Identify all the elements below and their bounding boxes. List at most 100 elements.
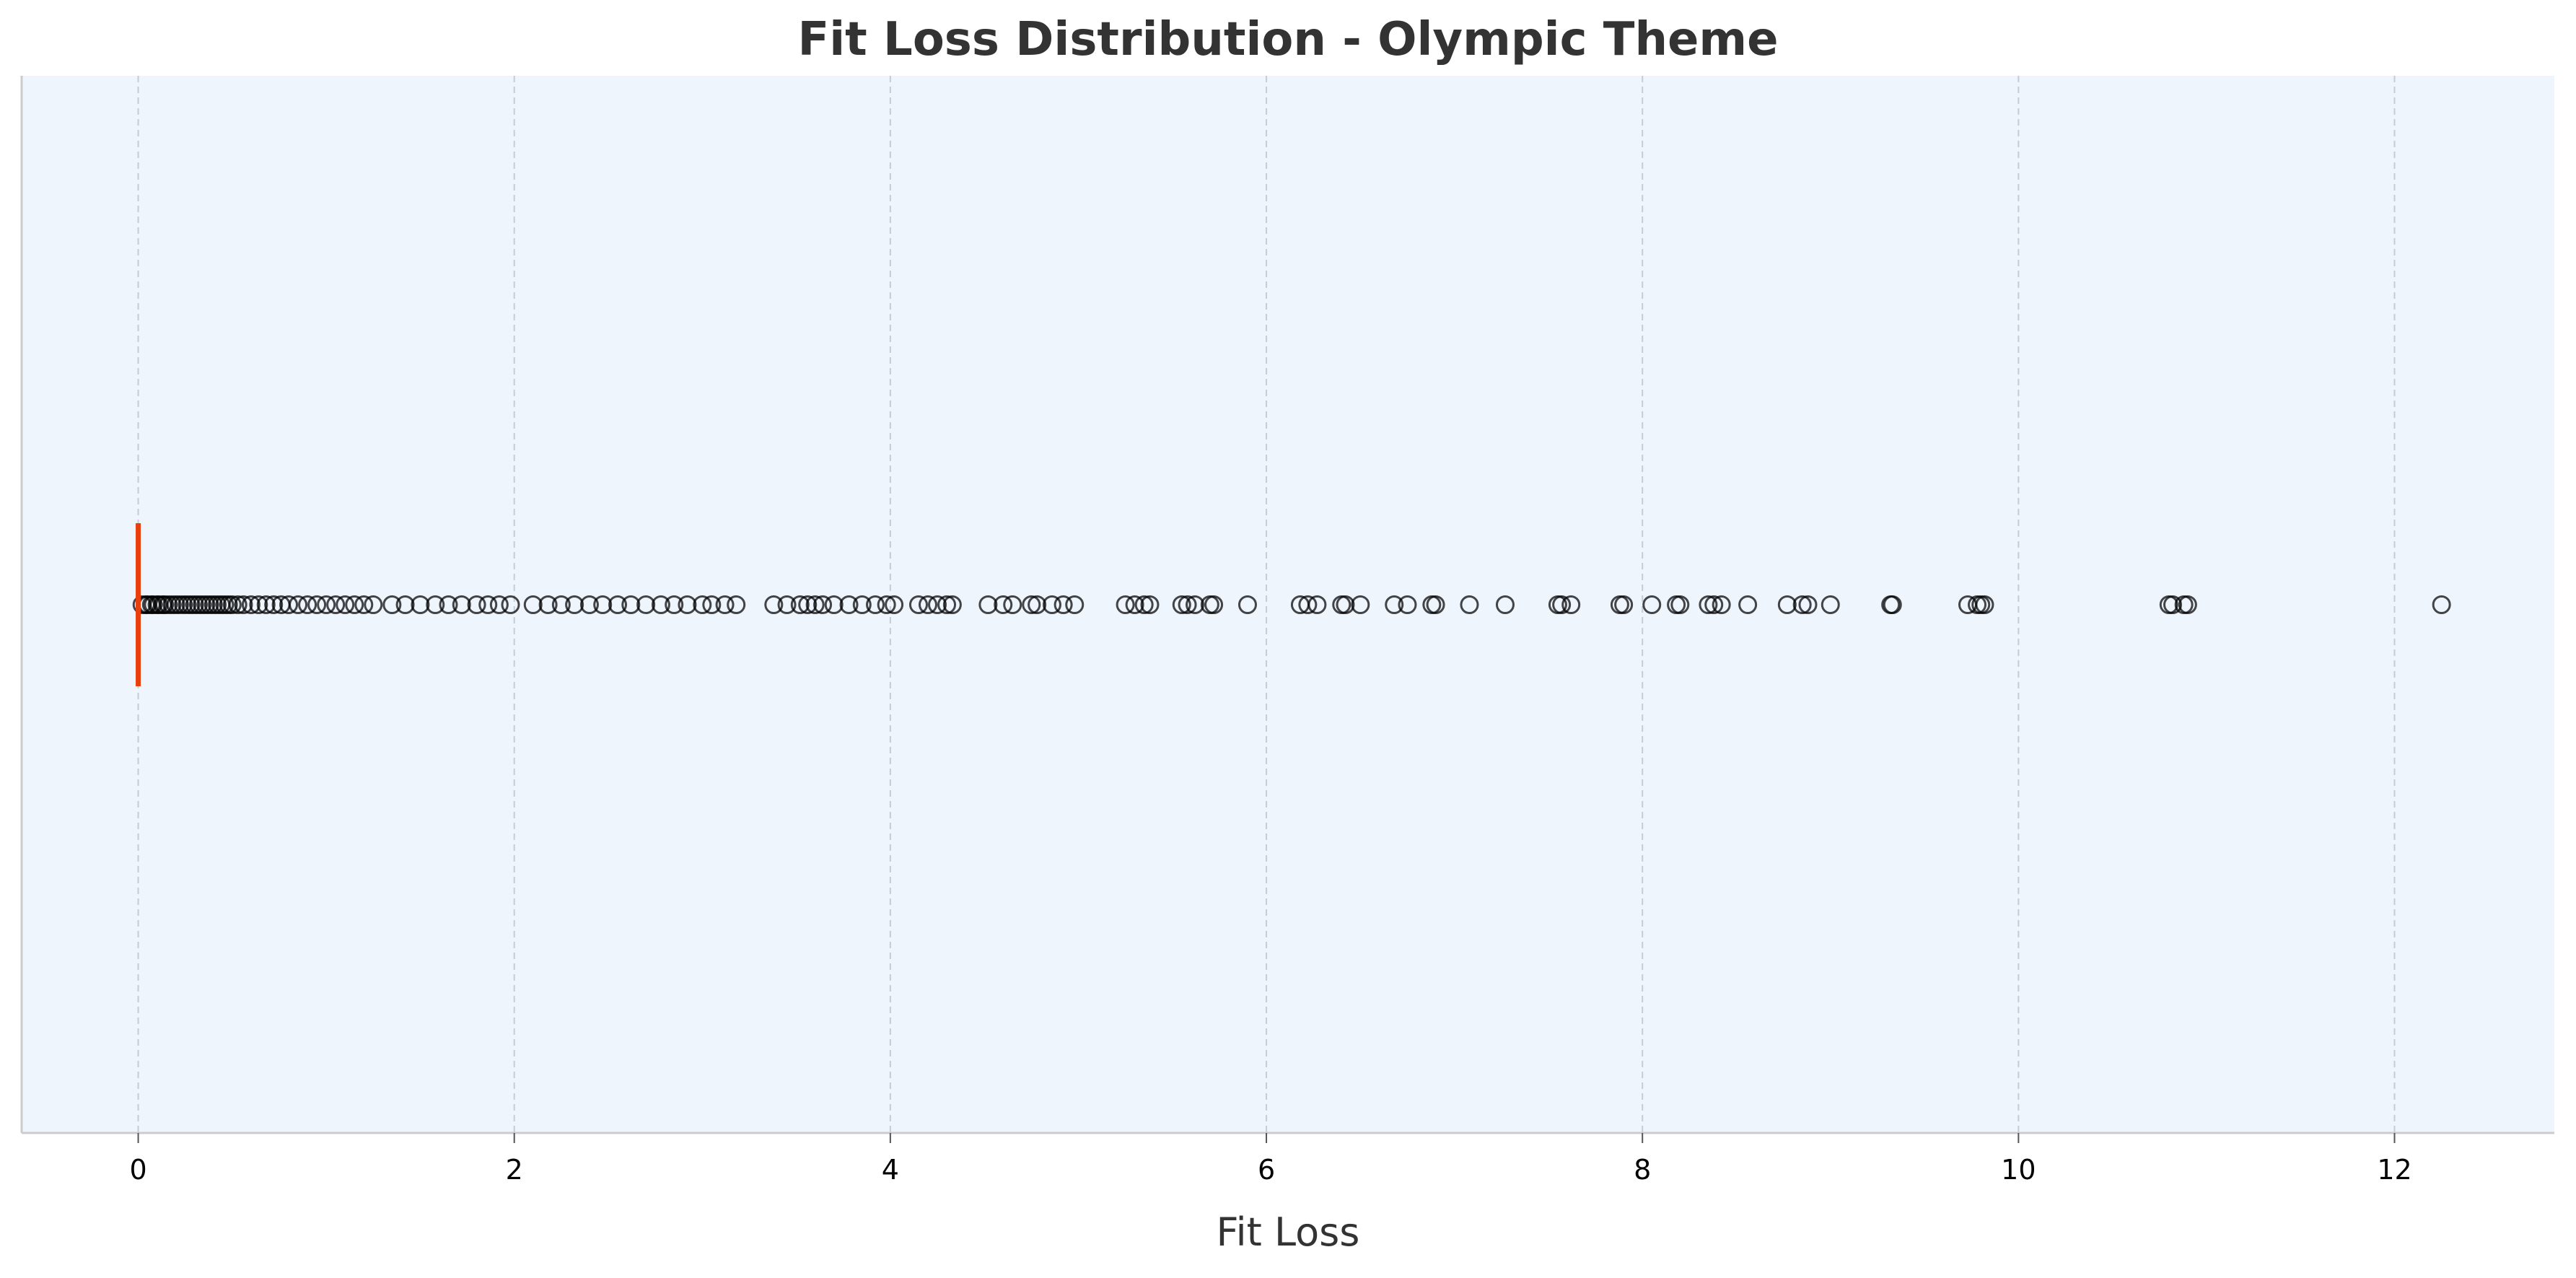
outlier-point <box>1975 595 1994 614</box>
outlier-point <box>264 595 284 614</box>
outlier-point <box>234 595 253 614</box>
outlier-point <box>621 595 641 614</box>
outlier-point <box>579 595 599 614</box>
outlier-point <box>426 595 445 614</box>
outlier-point <box>764 595 784 614</box>
outlier-point <box>345 595 364 614</box>
outlier-point <box>2432 595 2451 614</box>
outlier-point <box>790 595 810 614</box>
outlier-point <box>1798 595 1818 614</box>
outlier-point <box>1003 595 1022 614</box>
outlier-point <box>918 595 937 614</box>
outlier-point <box>798 595 818 614</box>
outlier-point <box>1053 595 1073 614</box>
outlier-point <box>1385 595 1404 614</box>
outlier-point <box>852 595 872 614</box>
outlier-point <box>1116 595 1135 614</box>
outlier-point <box>1738 595 1758 614</box>
outlier-point <box>1712 595 1731 614</box>
outlier-point <box>1821 595 1840 614</box>
outlier-point <box>478 595 498 614</box>
outlier-point <box>1642 595 1662 614</box>
outlier-point <box>942 595 962 614</box>
outlier-point <box>256 595 276 614</box>
outlier-point <box>336 595 355 614</box>
outlier-point <box>693 595 712 614</box>
outlier-point <box>289 595 308 614</box>
outlier-point <box>715 595 735 614</box>
outlier-point <box>241 595 260 614</box>
outlier-point <box>317 595 336 614</box>
outlier-point <box>777 595 797 614</box>
outlier-point <box>1495 595 1515 614</box>
outlier-point <box>1670 595 1690 614</box>
x-axis: 0 2 4 6 8 10 12 <box>20 76 2554 1186</box>
grid <box>137 76 2396 1133</box>
outlier-point <box>565 595 584 614</box>
outlier-point <box>1172 595 1191 614</box>
x-tick-label: 8 <box>1634 1154 1651 1186</box>
outlier-point <box>1699 595 1718 614</box>
plot-area <box>22 76 2554 1133</box>
outlier-point <box>489 595 509 614</box>
outlier-point <box>2178 595 2197 614</box>
outlier-point <box>727 595 746 614</box>
x-tick-label: 0 <box>129 1154 146 1186</box>
outlier-point <box>1552 595 1572 614</box>
outlier-point <box>1336 595 1355 614</box>
outlier-point <box>1065 595 1085 614</box>
outlier-point <box>1140 595 1160 614</box>
x-axis-label: Fit Loss <box>1217 1209 1360 1255</box>
outlier-point <box>1022 595 1041 614</box>
outlier-point <box>249 595 268 614</box>
outlier-point <box>439 595 458 614</box>
outlier-point <box>1777 595 1797 614</box>
outlier-point <box>885 595 904 614</box>
outlier-point <box>326 595 346 614</box>
outlier-point <box>839 595 859 614</box>
outlier-point <box>1426 595 1445 614</box>
outlier-point <box>978 595 998 614</box>
outlier-point <box>551 595 571 614</box>
outlier-point <box>1398 595 1417 614</box>
outlier-point <box>994 595 1013 614</box>
outlier-point <box>1042 595 1061 614</box>
outlier-point <box>608 595 628 614</box>
x-tick-label: 6 <box>1258 1154 1275 1186</box>
x-tick-label: 2 <box>506 1154 523 1186</box>
outlier-point <box>1351 595 1370 614</box>
outlier-point <box>702 595 722 614</box>
outlier-point <box>805 595 825 614</box>
outlier-point <box>307 595 327 614</box>
outlier-point <box>452 595 471 614</box>
outlier-point <box>651 595 670 614</box>
outlier-point <box>467 595 486 614</box>
outlier-point <box>364 595 383 614</box>
outlier-point <box>1125 595 1144 614</box>
outlier-point <box>937 595 957 614</box>
outlier-point <box>1178 595 1197 614</box>
outlier-point <box>928 595 947 614</box>
outlier-point <box>523 595 543 614</box>
outlier-point <box>1307 595 1327 614</box>
outlier-point <box>538 595 558 614</box>
outlier-point <box>2163 595 2183 614</box>
outlier-point <box>395 595 415 614</box>
outlier-point <box>1561 595 1581 614</box>
outlier-point <box>411 595 430 614</box>
outlier-point <box>228 595 247 614</box>
outlier-point <box>298 595 317 614</box>
x-tick-label: 10 <box>2001 1154 2036 1186</box>
outlier-point <box>1792 595 1812 614</box>
chart-title: Fit Loss Distribution - Olympic Theme <box>798 13 1779 66</box>
outlier-point <box>1460 595 1479 614</box>
outlier-point <box>382 595 402 614</box>
outlier-point <box>593 595 613 614</box>
x-tick-label: 4 <box>882 1154 899 1186</box>
x-tick-label: 12 <box>2377 1154 2411 1186</box>
outlier-point <box>866 595 885 614</box>
outliers <box>132 595 2451 614</box>
outlier-point <box>1614 595 1634 614</box>
outlier-point <box>1028 595 1047 614</box>
